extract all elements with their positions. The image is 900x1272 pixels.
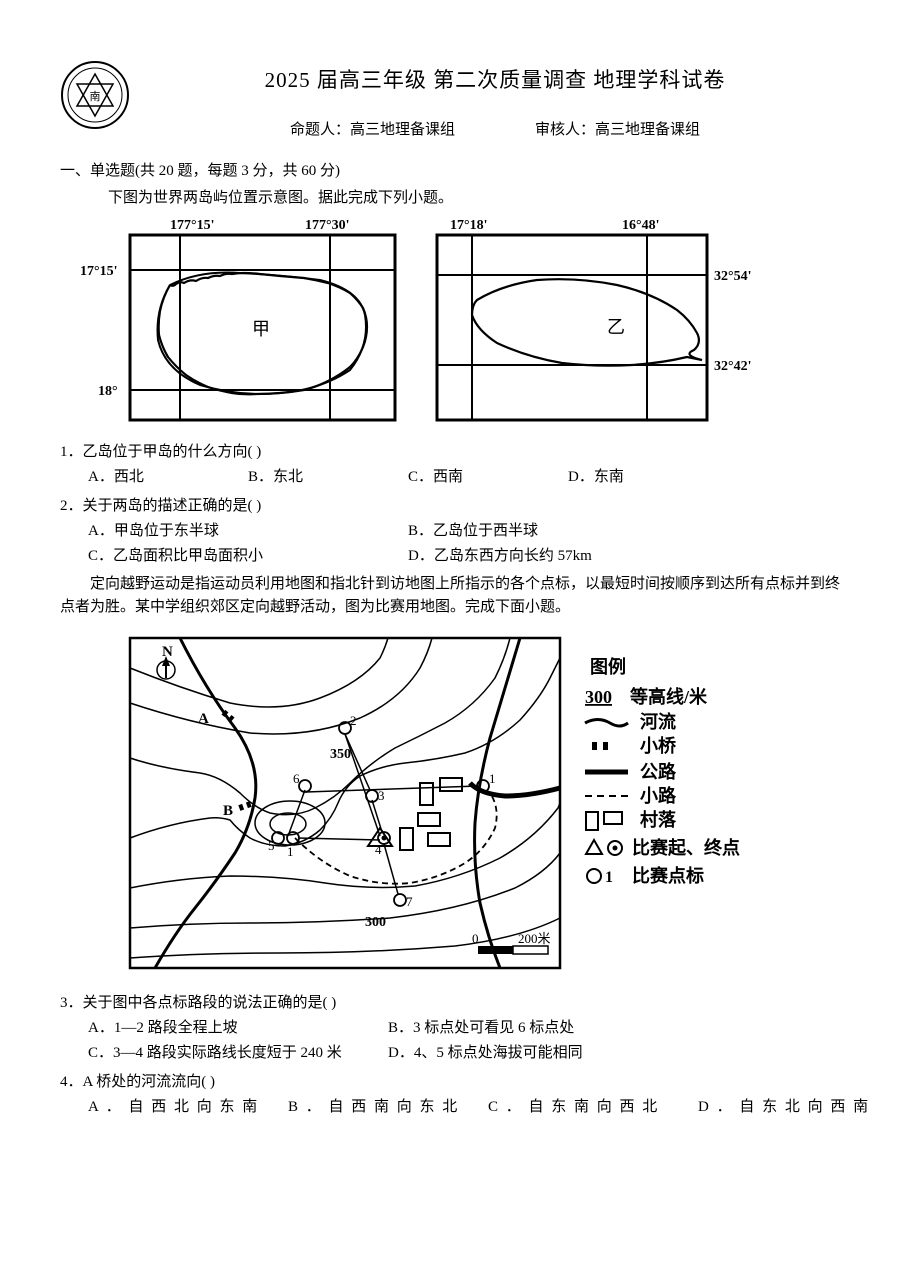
svg-text:小桥: 小桥 (640, 735, 677, 756)
map2-lon-left: 17°18' (450, 218, 488, 233)
author-2: 审核人：高三地理备课组 (535, 118, 700, 139)
legend: 图例 300 等高线/米 河流 小桥 公路 小路 村落 比赛起、终点 1 比赛点标 (585, 656, 740, 886)
q2-opt-b: B．乙岛位于西半球 (408, 519, 728, 540)
q1-options: A．西北 B．东北 C．西南 D．东南 (88, 465, 840, 486)
svg-text:比赛起、终点: 比赛起、终点 (632, 837, 740, 858)
q2-opt-a: A．甲岛位于东半球 (88, 519, 408, 540)
q4-opt-d: D ． 自 东 北 向 西 南 (698, 1095, 870, 1116)
header: 南 2025 届高三年级 第二次质量调查 地理学科试卷 命题人：高三地理备课组 … (60, 60, 840, 139)
map2-lon-right: 16°48' (622, 218, 660, 233)
q1-stem: 1．乙岛位于甲岛的什么方向( ) (60, 440, 840, 461)
island-jia-label: 甲 (252, 319, 270, 339)
contour-350: 350 (330, 747, 351, 762)
label-A: A (198, 711, 209, 727)
svg-text:3: 3 (378, 788, 385, 803)
island-yi-label: 乙 (607, 317, 625, 337)
section-1-title: 一、单选题(共 20 题，每题 3 分，共 60 分) (60, 159, 840, 180)
instruction-1: 下图为世界两岛屿位置示意图。据此完成下列小题。 (108, 186, 840, 207)
q4-opt-a: A ． 自 西 北 向 东 南 (88, 1095, 288, 1116)
q2-opt-d: D．乙岛东西方向长约 57km (408, 544, 728, 565)
svg-text:0: 0 (472, 931, 479, 946)
contour-300: 300 (365, 915, 386, 930)
q1-opt-a: A．西北 (88, 465, 248, 486)
bridges (221, 710, 251, 811)
label-B: B (223, 803, 233, 819)
q4-stem: 4．A 桥处的河流流向( ) (60, 1070, 840, 1091)
svg-text:1: 1 (489, 771, 496, 786)
authors-row: 命题人：高三地理备课组 审核人：高三地理备课组 (150, 118, 840, 139)
q3-opt-a: A．1—2 路段全程上坡 (88, 1016, 388, 1037)
route-lines (288, 734, 478, 894)
map1-lon-right: 177°30' (305, 218, 350, 233)
q3-opt-c: C．3—4 路段实际路线长度短于 240 米 (88, 1041, 388, 1062)
map-island-yi: 17°18' 16°48' 32°54' 32°42' 乙 (422, 215, 762, 430)
svg-text:比赛点标: 比赛点标 (632, 865, 704, 886)
q4-opt-c: C ． 自 东 南 向 西 北 (488, 1095, 698, 1116)
q3-options-1: A．1—2 路段全程上坡 B．3 标点处可看见 6 标点处 (88, 1016, 840, 1037)
exam-title: 2025 届高三年级 第二次质量调查 地理学科试卷 (150, 64, 840, 94)
q3-opt-d: D．4、5 标点处海拔可能相同 (388, 1041, 583, 1062)
q4-opt-b: B ． 自 西 南 向 东 北 (288, 1095, 488, 1116)
map1-lon-left: 177°15' (170, 218, 215, 233)
title-block: 2025 届高三年级 第二次质量调查 地理学科试卷 命题人：高三地理备课组 审核… (150, 60, 840, 139)
school-logo: 南 (60, 60, 130, 130)
svg-text:南: 南 (90, 90, 101, 103)
passage-2: 定向越野运动是指运动员利用地图和指北针到访地图上所指示的各个点标，以最短时间按顺… (60, 573, 840, 618)
scale-bar: 0 200米 (472, 931, 551, 954)
road (470, 783, 560, 796)
map-island-jia: 177°15' 177°30' 17°15' 18° 甲 (80, 215, 410, 430)
svg-text:河流: 河流 (640, 711, 676, 732)
q2-opt-c: C．乙岛面积比甲岛面积小 (88, 544, 408, 565)
q3-opt-b: B．3 标点处可看见 6 标点处 (388, 1016, 574, 1037)
svg-text:7: 7 (406, 894, 413, 909)
svg-text:200米: 200米 (518, 931, 551, 946)
svg-text:N: N (162, 644, 173, 660)
orienteering-map: N 350 300 (120, 628, 840, 983)
svg-text:村落: 村落 (640, 809, 677, 830)
svg-text:6: 6 (293, 771, 300, 786)
q1-opt-c: C．西南 (408, 465, 568, 486)
island-yi-outline (472, 279, 702, 365)
q3-stem: 3．关于图中各点标路段的说法正确的是( ) (60, 991, 840, 1012)
q1-opt-b: B．东北 (248, 465, 408, 486)
q3-options-2: C．3—4 路段实际路线长度短于 240 米 D．4、5 标点处海拔可能相同 (88, 1041, 840, 1062)
svg-text:5: 5 (268, 838, 275, 853)
svg-text:2: 2 (350, 713, 357, 728)
svg-text:公路: 公路 (640, 761, 677, 782)
svg-text:等高线/米: 等高线/米 (630, 686, 708, 707)
map1-lat-top: 17°15' (80, 264, 118, 279)
q2-stem: 2．关于两岛的描述正确的是( ) (60, 494, 840, 515)
svg-text:4: 4 (375, 842, 382, 857)
q1-opt-d: D．东南 (568, 465, 728, 486)
map2-lat-top: 32°54' (714, 269, 752, 284)
q4-options: A ． 自 西 北 向 东 南 B ． 自 西 南 向 东 北 C ． 自 东 … (88, 1095, 840, 1116)
svg-text:图例: 图例 (590, 656, 626, 677)
map2-lat-bottom: 32°42' (714, 359, 752, 374)
svg-text:1: 1 (287, 844, 294, 859)
compass-icon: N (157, 644, 175, 679)
svg-text:1: 1 (605, 869, 613, 886)
map1-lat-bottom: 18° (98, 384, 118, 399)
svg-text:小路: 小路 (640, 785, 677, 806)
q2-options-1: A．甲岛位于东半球 B．乙岛位于西半球 (88, 519, 840, 540)
svg-text:300: 300 (585, 687, 612, 707)
author-1: 命题人：高三地理备课组 (290, 118, 455, 139)
island-maps-row: 177°15' 177°30' 17°15' 18° 甲 17°18' 16°4… (80, 215, 840, 430)
q2-options-2: C．乙岛面积比甲岛面积小 D．乙岛东西方向长约 57km (88, 544, 840, 565)
